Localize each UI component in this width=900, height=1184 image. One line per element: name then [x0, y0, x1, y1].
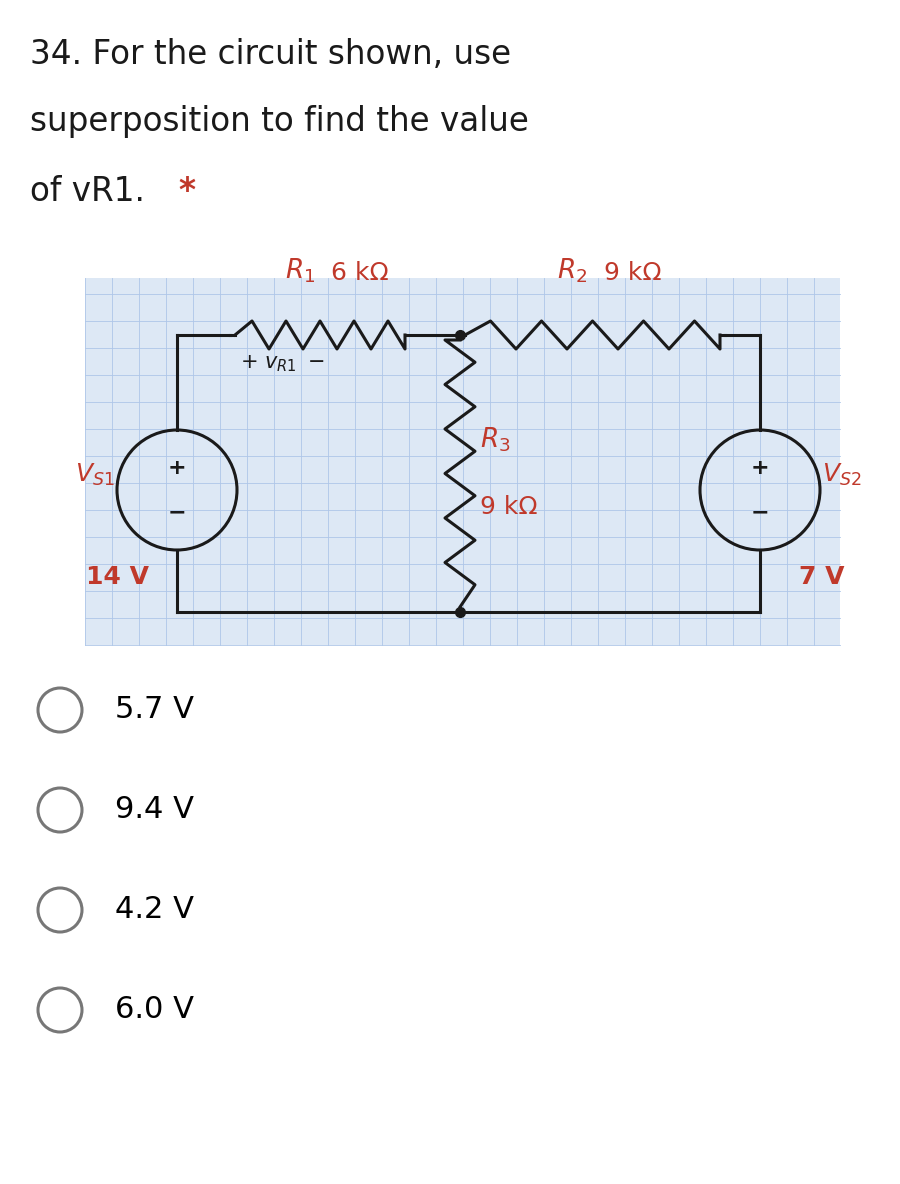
Text: $R_1$: $R_1$	[284, 257, 315, 285]
Text: superposition to find the value: superposition to find the value	[30, 105, 529, 139]
Text: *: *	[178, 175, 195, 208]
Text: 9 kΩ: 9 kΩ	[480, 495, 537, 519]
Text: 14 V: 14 V	[86, 565, 148, 588]
Text: 6.0 V: 6.0 V	[115, 996, 194, 1024]
Bar	[85, 278, 840, 645]
Text: 34. For the circuit shown, use: 34. For the circuit shown, use	[30, 38, 511, 71]
Text: −: −	[167, 502, 186, 522]
Text: +: +	[167, 458, 186, 478]
Text: of vR1.: of vR1.	[30, 175, 155, 208]
Text: 5.7 V: 5.7 V	[115, 695, 194, 725]
Text: $V_{S1}$: $V_{S1}$	[75, 462, 115, 488]
Text: 6 kΩ: 6 kΩ	[331, 260, 389, 285]
Text: +: +	[751, 458, 770, 478]
Text: 9.4 V: 9.4 V	[115, 796, 194, 824]
Text: 7 V: 7 V	[799, 565, 845, 588]
Text: $R_3$: $R_3$	[480, 425, 510, 453]
Text: $+\ v_{R1}\ -$: $+\ v_{R1}\ -$	[240, 353, 325, 374]
Text: −: −	[751, 502, 770, 522]
Text: $V_{S2}$: $V_{S2}$	[823, 462, 862, 488]
Text: 9 kΩ: 9 kΩ	[604, 260, 662, 285]
Text: $R_2$: $R_2$	[557, 257, 588, 285]
Text: 4.2 V: 4.2 V	[115, 895, 194, 925]
